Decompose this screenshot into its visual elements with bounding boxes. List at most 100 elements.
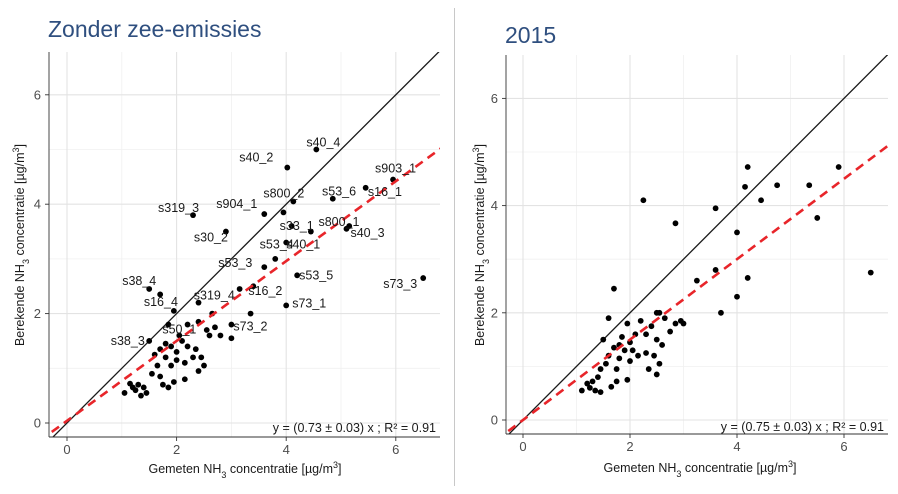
data-point: [653, 336, 660, 343]
data-point: [307, 228, 314, 235]
point-label: s50_1: [162, 322, 196, 336]
data-point: [595, 374, 601, 381]
data-point: [223, 228, 229, 235]
data-point: [283, 302, 290, 309]
point-label: s319_4: [194, 288, 235, 302]
data-point: [592, 387, 599, 394]
point-label: s40_3: [350, 226, 384, 240]
data-point: [640, 197, 647, 204]
data-point: [653, 371, 660, 378]
point-label: s30_2: [194, 231, 228, 245]
data-point: [597, 389, 604, 396]
point-label: s800_1: [318, 215, 359, 229]
data-point: [190, 354, 196, 361]
data-point: [597, 366, 604, 372]
data-point: [206, 332, 213, 339]
fit-equation: y = (0.73 ± 0.03) x ; R² = 0.91: [273, 421, 436, 435]
data-point: [629, 347, 636, 354]
data-point: [201, 362, 207, 369]
point-label: s33_1: [280, 219, 314, 233]
data-point: [693, 277, 700, 284]
data-point: [173, 357, 180, 363]
data-point: [656, 309, 663, 316]
data-point: [127, 380, 133, 387]
point-label: s40_2: [239, 151, 273, 165]
y-tick-label: 4: [491, 198, 498, 213]
data-point: [236, 286, 243, 292]
point-label: s73_2: [233, 320, 267, 334]
reference-line: [508, 55, 888, 434]
data-point: [742, 183, 748, 190]
data-point: [420, 275, 427, 281]
data-point: [608, 383, 615, 390]
data-point: [600, 336, 607, 343]
data-point: [212, 324, 218, 331]
data-point: [157, 373, 164, 380]
data-point: [659, 342, 665, 348]
data-point: [170, 379, 177, 385]
data-point: [814, 215, 821, 221]
data-point: [195, 299, 202, 306]
data-point: [140, 384, 147, 391]
data-point: [578, 387, 585, 394]
data-point: [294, 272, 301, 279]
y-tick-label: 0: [491, 413, 498, 428]
data-point: [157, 291, 164, 298]
data-point: [611, 285, 617, 292]
data-point: [283, 239, 290, 246]
data-point: [712, 205, 719, 212]
data-point: [313, 146, 320, 153]
data-point: [181, 376, 188, 383]
x-tick-label: 6: [392, 442, 399, 457]
x-tick-label: 0: [63, 442, 70, 457]
data-point: [637, 317, 644, 324]
data-point: [284, 164, 291, 171]
data-point: [149, 370, 155, 377]
data-point: [184, 321, 191, 328]
data-point: [718, 309, 724, 316]
x-tick-label: 4: [283, 442, 290, 457]
y-tick-label: 2: [34, 306, 41, 321]
data-point: [176, 332, 183, 339]
data-point: [228, 335, 235, 342]
data-point: [165, 321, 172, 328]
y-tick-label: 0: [34, 416, 41, 431]
y-tick-label: 4: [34, 197, 41, 212]
point-label: s319_3: [158, 201, 199, 215]
data-point: [635, 352, 641, 359]
data-point: [151, 351, 158, 358]
data-point: [774, 182, 781, 189]
data-point: [261, 211, 268, 217]
data-point: [146, 286, 153, 292]
left-chart-title: Zonder zee-emissies: [48, 16, 262, 42]
point-label: s903_1: [375, 162, 416, 176]
point-label: s73_3: [383, 277, 417, 291]
data-point: [656, 360, 663, 367]
point-label: s53_3: [218, 256, 252, 270]
data-point: [672, 220, 679, 227]
point-label: s16_4: [144, 295, 178, 309]
data-point: [165, 384, 172, 391]
x-tick-label: 0: [519, 439, 526, 454]
x-tick-label: 2: [173, 442, 180, 457]
data-point: [170, 307, 177, 314]
data-point: [162, 340, 169, 347]
y-axis-title: Berekende NH3 concentratie [µg/m3]: [11, 144, 31, 346]
data-point: [611, 344, 617, 351]
data-point: [362, 184, 369, 191]
data-point: [758, 197, 764, 204]
y-tick-label: 6: [34, 87, 41, 102]
data-point: [132, 387, 139, 394]
y-tick-label: 2: [491, 305, 498, 320]
data-point: [661, 315, 668, 322]
panel-divider: [454, 8, 455, 486]
data-point: [280, 209, 287, 216]
data-point: [184, 343, 191, 350]
x-tick-label: 2: [626, 439, 633, 454]
data-point: [624, 376, 631, 383]
point-label: s53_4: [260, 238, 294, 252]
data-point: [143, 390, 150, 396]
point-label: s904_1: [216, 197, 257, 211]
data-point: [744, 275, 751, 281]
